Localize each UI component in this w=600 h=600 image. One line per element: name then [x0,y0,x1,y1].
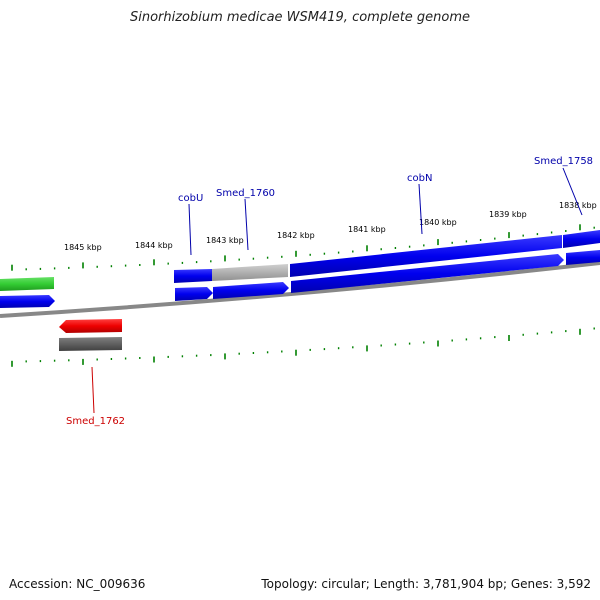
ruler-label: 1843 kbp [206,236,244,245]
genome-backbone [0,261,600,318]
gene-smed-1758[interactable] [563,230,600,248]
ruler-label: 1842 kbp [277,231,315,240]
leader-smed-1760 [244,198,249,251]
gene-forward-a[interactable] [175,287,213,301]
ruler-label: 1844 kbp [135,241,173,250]
gene-label-cobN[interactable]: cobN [407,173,432,184]
gene-cobN[interactable] [290,235,562,277]
accession-text: Accession: NC_009636 [9,577,146,591]
leader-smed-1758 [562,167,583,216]
leader-cobN [418,183,423,235]
ruler-label: 1845 kbp [64,243,102,252]
gene-label-smed-1760[interactable]: Smed_1760 [216,188,275,199]
gene-smed-1762[interactable] [59,319,122,333]
genome-summary-text: Topology: circular; Length: 3,781,904 bp… [261,577,591,591]
ruler-label: 1839 kbp [489,210,527,219]
leader-smed-1762 [91,366,95,414]
outer-tick-ruler [11,224,595,271]
gene-green-rna[interactable] [0,277,54,291]
ruler-label: 1841 kbp [348,225,386,234]
gene-label-cobU[interactable]: cobU [178,193,203,204]
genome-title: Sinorhizobium medicae WSM419, complete g… [129,10,471,25]
gene-dark-grey[interactable] [59,337,122,351]
gene-smed-1760[interactable] [212,264,288,281]
gene-forward-left[interactable] [0,295,55,308]
gene-cobU[interactable] [174,269,212,283]
gene-label-smed-1762[interactable]: Smed_1762 [66,416,125,427]
gene-label-smed-1758[interactable]: Smed_1758 [534,156,593,167]
gene-forward-b[interactable] [213,282,289,299]
leader-cobU [188,203,192,256]
inner-tick-ruler [11,327,595,367]
gene-forward-d[interactable] [566,250,600,265]
ruler-label: 1840 kbp [419,218,457,227]
gene-forward-c[interactable] [291,254,564,293]
